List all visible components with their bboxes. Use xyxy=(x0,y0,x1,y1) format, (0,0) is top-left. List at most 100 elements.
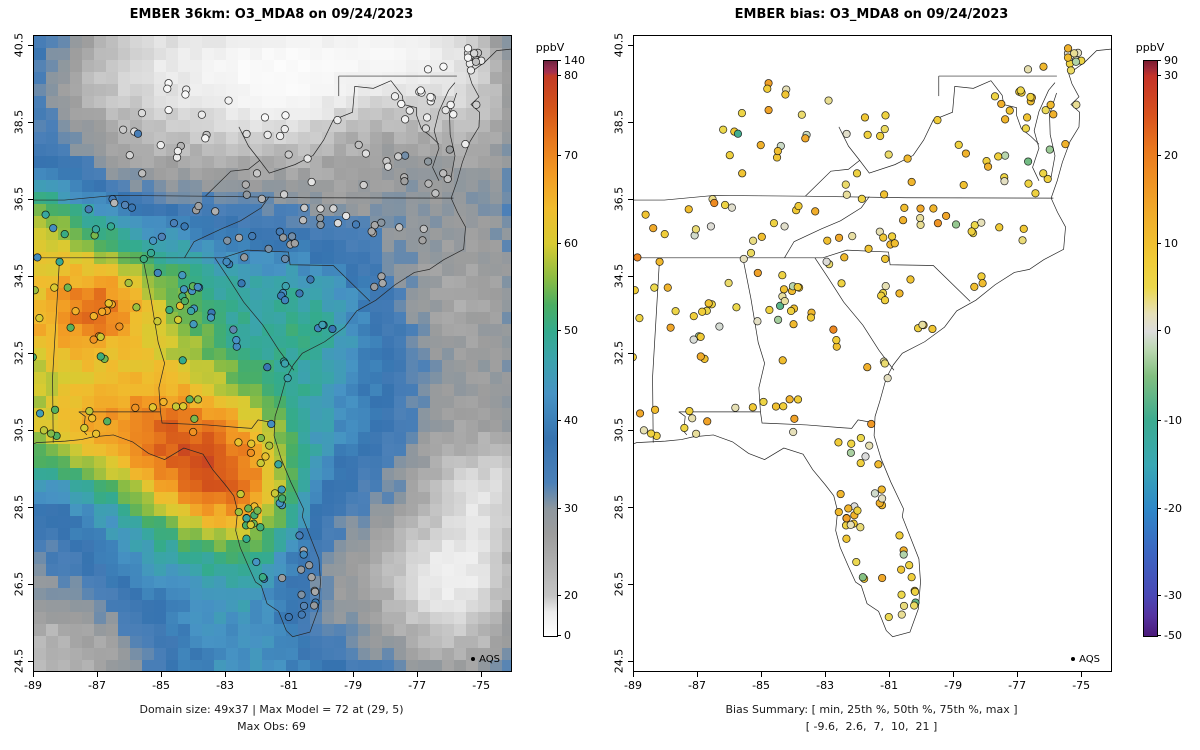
y-axis-tick-label: 28.5 xyxy=(12,494,26,520)
aqs-legend: AQS xyxy=(471,655,500,665)
colorbar-tick-mark xyxy=(1157,60,1161,61)
colorbar-tick-label: 90 xyxy=(1164,54,1178,67)
x-axis-tick-mark xyxy=(161,672,163,677)
colorbar-tick-mark xyxy=(557,507,561,509)
bias-map-plot: AQS xyxy=(633,35,1112,672)
model-map-plot: AQS xyxy=(33,35,512,672)
panel-bias-map: EMBER bias: O3_MDA8 on 09/24/2023 AQS pp… xyxy=(600,0,1200,750)
colorbar-tick-label: 50 xyxy=(564,324,578,338)
colorbar-tick-mark xyxy=(1157,74,1161,76)
colorbar-units-label: ppbV xyxy=(535,41,565,54)
colorbar-tick-label: -30 xyxy=(1164,588,1182,602)
y-axis-tick-mark xyxy=(628,45,633,46)
colorbar-tick-label: 30 xyxy=(564,501,578,515)
colorbar-tick-mark xyxy=(557,330,561,332)
colorbar-tick-label: 60 xyxy=(564,236,578,250)
colorbar-tick-mark xyxy=(557,594,561,596)
y-axis-tick-mark xyxy=(28,276,33,278)
x-axis-tick-label: -87 xyxy=(688,679,706,692)
model-panel-title: EMBER 36km: O3_MDA8 on 09/24/2023 xyxy=(129,7,414,22)
y-axis-tick-label: 32.5 xyxy=(12,340,26,366)
y-axis-tick-label: 30.5 xyxy=(612,417,626,443)
y-axis-tick-label: 40.5 xyxy=(12,32,26,58)
y-axis-tick-mark xyxy=(628,430,633,432)
station-dot-icon xyxy=(1071,657,1076,661)
aqs-legend-label: AQS xyxy=(479,654,500,665)
colorbar-tick-label: 40 xyxy=(564,413,578,427)
colorbar-tick-mark xyxy=(1157,330,1161,332)
y-axis-tick-label: 40.5 xyxy=(612,32,626,58)
aqs-legend: AQS xyxy=(1071,655,1100,665)
x-axis-tick-label: -85 xyxy=(152,679,171,692)
x-axis-tick-mark xyxy=(761,672,763,677)
y-axis-tick-label: 24.5 xyxy=(12,648,26,674)
y-axis-tick-mark xyxy=(628,199,633,201)
y-axis-tick-label: 36.5 xyxy=(12,186,26,212)
x-axis-tick-label: -75 xyxy=(472,679,491,692)
model-concentration-map xyxy=(34,36,511,671)
y-axis-tick-label: 26.5 xyxy=(12,571,26,597)
y-axis-tick-label: 34.5 xyxy=(12,263,26,289)
colorbar-tick-mark xyxy=(557,60,561,61)
colorbar-tick-mark xyxy=(557,419,561,421)
colorbar-tick-label: 30 xyxy=(1164,68,1178,82)
y-axis-tick-mark xyxy=(28,122,33,124)
x-axis-tick-mark xyxy=(889,672,891,677)
x-axis-tick-label: -77 xyxy=(408,679,427,692)
y-axis-tick-label: 38.5 xyxy=(12,109,26,135)
y-axis-tick-mark xyxy=(628,122,633,124)
aqs-legend-label: AQS xyxy=(1079,654,1100,665)
y-axis-tick-label: 24.5 xyxy=(612,648,626,674)
colorbar-tick-mark xyxy=(1157,507,1161,509)
y-axis-tick-mark xyxy=(28,199,33,201)
x-axis-tick-label: -83 xyxy=(216,679,235,692)
x-axis-tick-mark xyxy=(481,672,483,677)
x-axis-tick-mark xyxy=(225,672,227,677)
colorbar-tick-label: 20 xyxy=(564,588,578,602)
y-axis-tick-label: 28.5 xyxy=(612,494,626,520)
colorbar-tick-label: -50 xyxy=(1164,629,1182,642)
caption-max-obs: Max Obs: 69 xyxy=(237,720,306,733)
y-axis-tick-label: 26.5 xyxy=(612,571,626,597)
x-axis-tick-mark xyxy=(1081,672,1083,677)
y-axis-tick-mark xyxy=(28,353,33,355)
y-axis-tick-label: 34.5 xyxy=(612,263,626,289)
colorbar-tick-mark xyxy=(1157,419,1161,421)
y-axis-tick-mark xyxy=(628,584,633,586)
y-axis-tick-mark xyxy=(28,584,33,586)
colorbar-tick-mark xyxy=(557,154,561,156)
y-axis-tick-mark xyxy=(628,353,633,355)
y-axis-tick-mark xyxy=(28,661,33,663)
x-axis-tick-label: -81 xyxy=(280,679,299,692)
colorbar-tick-mark xyxy=(557,635,561,636)
colorbar-units-label: ppbV xyxy=(1135,41,1165,54)
y-axis-tick-label: 36.5 xyxy=(612,186,626,212)
colorbar-tick-label: 80 xyxy=(564,68,578,82)
colorbar-tick-mark xyxy=(1157,635,1161,636)
caption-bias-summary-values: [ -9.6, 2.6, 7, 10, 21 ] xyxy=(805,720,938,733)
colorbar-gradient xyxy=(1143,60,1158,637)
y-axis-tick-label: 38.5 xyxy=(612,109,626,135)
y-axis-tick-mark xyxy=(28,45,33,46)
x-axis-tick-mark xyxy=(33,672,34,677)
colorbar-tick-label: 10 xyxy=(1164,236,1178,250)
bias-panel-title: EMBER bias: O3_MDA8 on 09/24/2023 xyxy=(734,7,1009,22)
x-axis-tick-label: -81 xyxy=(880,679,899,692)
x-axis-tick-mark xyxy=(1017,672,1019,677)
colorbar-tick-label: 140 xyxy=(564,54,585,67)
colorbar-tick-mark xyxy=(1157,594,1161,596)
x-axis-tick-mark xyxy=(953,672,955,677)
colorbar-tick-label: -20 xyxy=(1164,501,1182,515)
station-dot-icon xyxy=(471,657,476,661)
colorbar-tick-label: 0 xyxy=(564,629,571,642)
x-axis-tick-mark xyxy=(353,672,355,677)
bias-scatter-map xyxy=(634,36,1111,671)
x-axis-tick-label: -89 xyxy=(24,679,42,692)
y-axis-tick-label: 30.5 xyxy=(12,417,26,443)
x-axis-tick-label: -83 xyxy=(816,679,835,692)
x-axis-tick-mark xyxy=(97,672,99,677)
panel-model-map: EMBER 36km: O3_MDA8 on 09/24/2023 AQS pp… xyxy=(12,7,586,733)
colorbar-tick-mark xyxy=(1157,242,1161,244)
caption-bias-summary-header: Bias Summary: [ min, 25th %, 50th %, 75t… xyxy=(725,703,1018,716)
